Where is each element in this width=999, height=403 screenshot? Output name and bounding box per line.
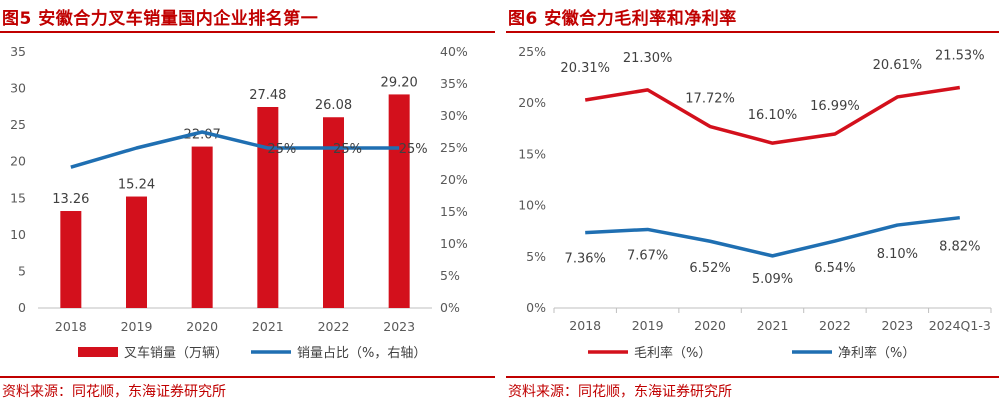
y-tick-label: 30 bbox=[10, 81, 26, 96]
gross-margin-value-label: 20.61% bbox=[873, 58, 923, 73]
y-tick-label: 25 bbox=[10, 117, 26, 132]
y2-tick-label: 10% bbox=[440, 236, 468, 251]
net-margin-line bbox=[585, 215, 960, 258]
net-margin-value-label: 8.82% bbox=[939, 240, 980, 255]
bar-value-label: 22.07 bbox=[184, 128, 221, 143]
gross-margin-value-label: 17.72% bbox=[685, 92, 735, 107]
y-tick-label: 15% bbox=[518, 146, 546, 161]
sales-bar bbox=[60, 211, 82, 308]
bar-value-label: 13.26 bbox=[52, 192, 89, 207]
x-tick-label: 2018 bbox=[55, 319, 87, 334]
share-value-label: 25% bbox=[267, 142, 296, 157]
gross-margin-line bbox=[584, 85, 961, 145]
x-tick-label: 2022 bbox=[819, 318, 851, 333]
figure-5-source: 资料来源：同花顺，东海证券研究所 bbox=[2, 384, 226, 400]
y-tick-label: 5% bbox=[526, 249, 546, 264]
legend-line-label: 销量占比（%，右轴） bbox=[297, 346, 426, 361]
y-tick-label: 10 bbox=[10, 227, 26, 242]
sales-bar bbox=[191, 146, 213, 308]
figure-5-title: 图5 安徽合力叉车销量国内企业排名第一 bbox=[2, 9, 319, 29]
title-divider bbox=[0, 31, 495, 33]
x-tick-label: 2021 bbox=[757, 318, 789, 333]
y-tick-label: 35 bbox=[10, 44, 26, 59]
sales-bar bbox=[323, 117, 344, 308]
gross-margin-value-label: 21.30% bbox=[623, 51, 673, 66]
y2-tick-label: 35% bbox=[440, 76, 468, 91]
sales-bar bbox=[126, 196, 147, 308]
share-line bbox=[70, 130, 400, 169]
net-margin-value-label: 6.52% bbox=[689, 261, 730, 276]
legend-bar-label: 叉车销量（万辆） bbox=[124, 345, 228, 361]
net-margin-value-label: 5.09% bbox=[752, 272, 793, 287]
y2-tick-label: 30% bbox=[440, 108, 468, 123]
x-tick-label: 2019 bbox=[121, 319, 153, 334]
net-margin-value-label: 6.54% bbox=[814, 261, 855, 276]
net-margin-value-label: 8.10% bbox=[877, 247, 918, 262]
sales-bar bbox=[388, 94, 410, 308]
y-tick-label: 20 bbox=[10, 154, 26, 169]
gross-margin-value-label: 16.99% bbox=[810, 99, 860, 114]
source-divider bbox=[506, 376, 999, 378]
gross-margin-value-label: 21.53% bbox=[935, 49, 985, 64]
share-value-label: 25% bbox=[333, 142, 362, 157]
y-tick-label: 15 bbox=[10, 190, 26, 205]
x-tick-label: 2023 bbox=[383, 319, 415, 334]
y-tick-label: 25% bbox=[518, 44, 546, 59]
y2-tick-label: 40% bbox=[440, 44, 468, 59]
net-margin-value-label: 7.36% bbox=[565, 252, 606, 267]
y2-tick-label: 15% bbox=[440, 204, 468, 219]
share-value-label: 25% bbox=[399, 142, 428, 157]
figure-6-source: 资料来源：同花顺，东海证券研究所 bbox=[508, 384, 732, 400]
y-tick-label: 20% bbox=[518, 95, 546, 110]
y2-tick-label: 25% bbox=[440, 140, 468, 155]
sales-bar bbox=[257, 107, 279, 309]
y-tick-label: 10% bbox=[518, 198, 546, 213]
y2-tick-label: 5% bbox=[440, 268, 460, 283]
bar-value-label: 26.08 bbox=[315, 98, 352, 113]
x-tick-label: 2022 bbox=[318, 319, 350, 334]
x-tick-label: 2020 bbox=[694, 318, 726, 333]
x-tick-label: 2023 bbox=[881, 318, 913, 333]
legend-bar-swatch bbox=[78, 347, 118, 357]
x-tick-label: 2019 bbox=[632, 318, 664, 333]
source-divider bbox=[0, 376, 495, 378]
x-tick-label: 2020 bbox=[186, 319, 218, 334]
figure-6-panel: 图6 安徽合力毛利率和净利率 0% 5% 10% 15% 20% 25% 2018 2019 2… bbox=[506, 0, 999, 403]
figure-6-title: 图6 安徽合力毛利率和净利率 bbox=[508, 9, 737, 29]
legend-gross-label: 毛利率（%） bbox=[634, 345, 711, 361]
y-tick-label: 0 bbox=[18, 300, 26, 315]
title-divider bbox=[506, 31, 999, 33]
y2-tick-label: 20% bbox=[440, 172, 468, 187]
bar-value-label: 27.48 bbox=[249, 88, 286, 103]
y-tick-label: 5 bbox=[18, 263, 26, 278]
figure-5-panel: 图5 安徽合力叉车销量国内企业排名第一 0 5 10 15 20 25 30 35 0% 5% 10… bbox=[0, 0, 495, 403]
bar-value-label: 15.24 bbox=[118, 178, 155, 193]
x-tick-label: 2024Q1-3 bbox=[929, 318, 991, 333]
y2-tick-label: 0% bbox=[440, 300, 460, 315]
x-tick-label: 2021 bbox=[252, 319, 284, 334]
net-margin-value-label: 7.67% bbox=[627, 248, 668, 263]
x-tick-label: 2018 bbox=[569, 318, 601, 333]
legend-net-label: 净利率（%） bbox=[838, 345, 915, 361]
forklift-sales-chart: 0 5 10 15 20 25 30 35 0% 5% 10% 15% 20% 25% 30% 35% 40% 2… bbox=[10, 44, 468, 361]
margin-chart: 0% 5% 10% 15% 20% 25% 2018 2019 2020 2021 2022 2023… bbox=[518, 44, 992, 361]
bar-value-label: 29.20 bbox=[381, 75, 418, 90]
gross-margin-value-label: 16.10% bbox=[748, 108, 798, 123]
y-tick-label: 0% bbox=[526, 300, 546, 315]
gross-margin-value-label: 20.31% bbox=[560, 61, 610, 76]
